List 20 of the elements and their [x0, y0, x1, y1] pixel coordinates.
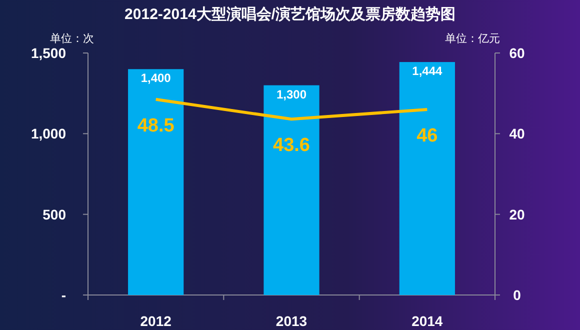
data-label: 1,444	[412, 64, 443, 78]
y2-tick-label: 40	[509, 126, 525, 142]
y2-tick-label: 20	[509, 206, 525, 222]
data-label: 43.6	[273, 135, 310, 156]
data-label: 46	[416, 125, 438, 146]
y-tick-label: 500	[42, 206, 66, 222]
x-tick-label: 2014	[412, 313, 443, 329]
y-tick-label: 1,500	[30, 45, 66, 61]
data-label: 1,400	[140, 71, 172, 86]
x-tick-label: 2013	[276, 313, 308, 329]
y-tick-label: -	[61, 287, 66, 303]
data-label: 48.5	[137, 115, 175, 136]
y-tick-label: 1,000	[30, 126, 66, 142]
y2-axis-title: 单位：亿元	[445, 32, 500, 45]
chart-title: 2012-2014大型演唱会/演艺馆场次及票房数趋势图	[124, 5, 456, 23]
data-label: 1,300	[276, 87, 307, 102]
y-axis-title: 单位：次	[50, 32, 94, 45]
x-tick-label: 2012	[140, 313, 172, 329]
y2-tick-label: 0	[513, 287, 522, 303]
y2-tick-label: 60	[509, 45, 525, 61]
